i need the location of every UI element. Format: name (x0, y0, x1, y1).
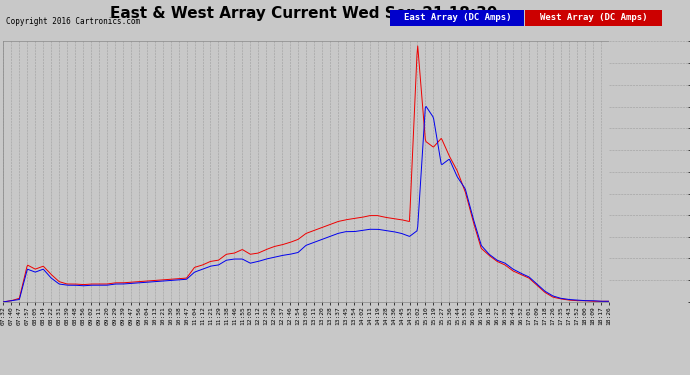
Text: Copyright 2016 Cartronics.com: Copyright 2016 Cartronics.com (6, 17, 139, 26)
Text: East & West Array Current Wed Sep 21 18:30: East & West Array Current Wed Sep 21 18:… (110, 6, 497, 21)
Text: East Array (DC Amps): East Array (DC Amps) (404, 13, 511, 22)
Text: West Array (DC Amps): West Array (DC Amps) (540, 13, 647, 22)
